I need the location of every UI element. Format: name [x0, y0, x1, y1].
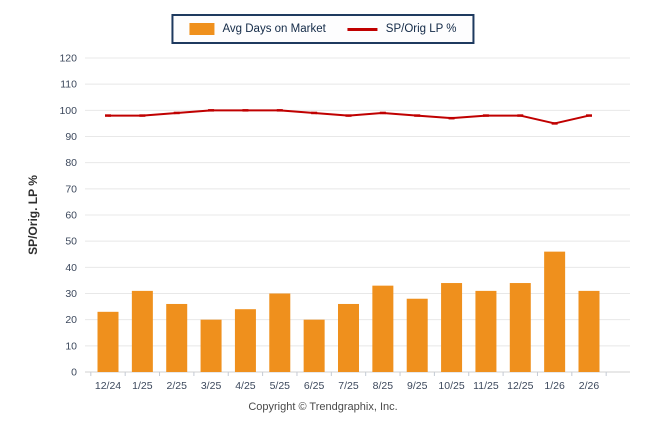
- bar-4/25: [234, 309, 256, 372]
- bar-7/25: [337, 303, 359, 372]
- y-tick-label: 20: [65, 314, 77, 326]
- x-tick-label: 12/24: [95, 380, 121, 392]
- bar-6/25: [303, 319, 325, 372]
- y-tick-label: 30: [65, 288, 77, 300]
- x-tick-label: 5/25: [270, 380, 291, 392]
- bar-9/25: [406, 298, 428, 372]
- bar-12/24: [97, 311, 119, 372]
- x-axis-ticks: [90, 372, 607, 376]
- bar-12/25: [509, 283, 531, 372]
- line-swatch-icon: [347, 27, 378, 31]
- bar-1/25: [131, 290, 153, 372]
- bar-1/26: [544, 251, 566, 372]
- y-tick-label: 60: [65, 210, 77, 222]
- x-tick-label: 10/25: [438, 380, 464, 392]
- x-tick-label: 6/25: [304, 380, 325, 392]
- x-tick-label: 1/26: [544, 380, 565, 392]
- x-tick-label: 7/25: [338, 380, 359, 392]
- bar-2/25: [166, 303, 188, 372]
- bar-8/25: [372, 285, 394, 372]
- y-tick-label: 10: [65, 340, 77, 352]
- sp-orig-lp-line: [105, 109, 592, 125]
- x-tick-label: 11/25: [473, 380, 499, 392]
- legend-label-avg-days: Avg Days on Market: [222, 23, 326, 35]
- y-tick-label: 40: [65, 262, 77, 274]
- y-axis-title: SP/Orig. LP %: [26, 175, 40, 255]
- y-tick-label: 80: [65, 157, 77, 169]
- bar-11/25: [475, 290, 497, 372]
- y-tick-label: 100: [59, 105, 77, 117]
- x-tick-label: 12/25: [507, 380, 533, 392]
- y-axis-tick-labels: 0 10 20 30 40 50 60 70 80 90 100 110 120: [59, 53, 77, 379]
- x-tick-label: 8/25: [373, 380, 394, 392]
- copyright-text: Copyright © Trendgraphix, Inc.: [248, 401, 398, 413]
- x-axis-tick-labels: 12/24 1/25 2/25 3/25 4/25 5/25 6/25 7/25 8/25 9/2…: [95, 380, 600, 392]
- bar-5/25: [269, 293, 291, 372]
- legend-label-sp-orig-lp: SP/Orig LP %: [385, 23, 457, 35]
- bar-swatch-icon: [189, 23, 215, 35]
- legend-item-sp-orig-lp: SP/Orig LP %: [347, 23, 457, 35]
- y-tick-label: 70: [65, 183, 77, 195]
- legend-item-avg-days: Avg Days on Market: [189, 23, 326, 35]
- y-tick-label: 120: [59, 53, 77, 65]
- bar-10/25: [441, 283, 463, 372]
- chart-legend: Avg Days on Market SP/Orig LP %: [171, 14, 475, 44]
- y-tick-label: 0: [71, 367, 77, 379]
- x-tick-label: 1/25: [132, 380, 153, 392]
- line-path: [108, 109, 590, 125]
- y-tick-label: 90: [65, 131, 77, 143]
- x-tick-label: 4/25: [235, 380, 256, 392]
- y-tick-label: 110: [60, 79, 77, 91]
- y-tick-label: 50: [65, 236, 77, 248]
- x-tick-label: 9/25: [407, 380, 428, 392]
- avg-days-on-market-bars: [97, 251, 600, 372]
- bar-2/26: [578, 290, 600, 372]
- x-tick-label: 3/25: [201, 380, 222, 392]
- x-tick-label: 2/25: [166, 380, 187, 392]
- x-tick-label: 2/26: [579, 380, 600, 392]
- bar-3/25: [200, 319, 222, 372]
